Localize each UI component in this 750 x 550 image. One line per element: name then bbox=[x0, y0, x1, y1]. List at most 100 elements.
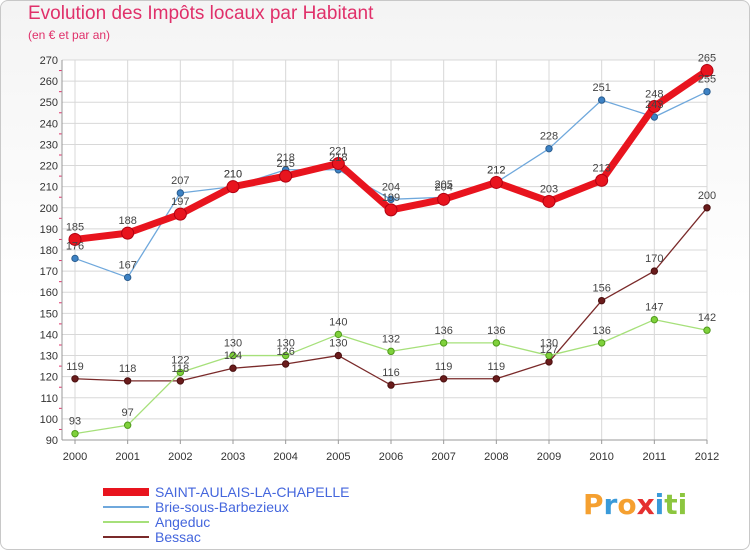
series-bessac-point bbox=[703, 204, 711, 212]
series-brie-data-label: 207 bbox=[171, 175, 189, 187]
series-angeduc-point bbox=[650, 315, 659, 324]
series-brie-data-label: 255 bbox=[698, 74, 716, 86]
series-saint-aulais-point bbox=[647, 99, 661, 113]
series-angeduc-data-label: 140 bbox=[329, 316, 347, 328]
series-angeduc-point bbox=[545, 351, 553, 360]
y-tick-label: 100 bbox=[40, 414, 58, 426]
logo-letter: i bbox=[654, 488, 665, 521]
series-angeduc-data-label: 122 bbox=[171, 354, 189, 366]
series-saint-aulais-point bbox=[279, 169, 293, 183]
series-bessac-data-label: 119 bbox=[488, 361, 506, 373]
y-tick-label: 240 bbox=[40, 118, 58, 130]
series-bessac-point bbox=[71, 375, 79, 383]
series-angeduc-data-label: 136 bbox=[434, 325, 452, 337]
series-saint-aulais-data-label: 213 bbox=[592, 162, 610, 174]
series-angeduc-point bbox=[703, 326, 711, 334]
y-tick-label: 140 bbox=[40, 329, 58, 341]
series-bessac-data-label: 118 bbox=[119, 363, 137, 375]
legend-swatch bbox=[103, 488, 149, 496]
series-bessac-point bbox=[123, 377, 132, 385]
series-bessac-point bbox=[650, 267, 659, 275]
series-brie-point bbox=[123, 273, 132, 282]
series-bessac-data-label: 124 bbox=[224, 350, 242, 362]
series-brie-data-label: 204 bbox=[382, 181, 400, 193]
series-brie-data-label: 212 bbox=[487, 164, 505, 176]
series-angeduc-point bbox=[334, 330, 343, 339]
series-brie-point bbox=[597, 96, 606, 104]
logo-letter: i bbox=[677, 488, 688, 521]
series-bessac-data-label: 126 bbox=[276, 346, 294, 358]
legend-swatch bbox=[103, 506, 149, 508]
series-saint-aulais-point bbox=[384, 203, 398, 217]
series-saint-aulais-data-label: 210 bbox=[224, 169, 242, 181]
x-tick-label: 2002 bbox=[168, 451, 192, 463]
series-bessac-data-label: 118 bbox=[172, 363, 190, 375]
series-brie-data-label: 218 bbox=[276, 152, 294, 164]
series-brie-data-label: 205 bbox=[434, 179, 452, 191]
series-saint-aulais-data-label: 215 bbox=[276, 158, 294, 170]
legend-swatch bbox=[103, 536, 149, 538]
series-saint-aulais-data-label: 203 bbox=[540, 183, 558, 195]
series-brie-point bbox=[545, 144, 553, 153]
series-bessac-point bbox=[387, 381, 395, 389]
series-bessac-point bbox=[492, 375, 501, 383]
x-tick-label: 2006 bbox=[379, 451, 403, 463]
legend-label: Angeduc bbox=[155, 514, 211, 530]
series-bessac-data-label: 127 bbox=[540, 344, 558, 356]
series-bessac-data-label: 170 bbox=[645, 253, 663, 265]
series-saint-aulais-point bbox=[595, 173, 609, 187]
x-tick-label: 2012 bbox=[695, 451, 719, 463]
series-angeduc-point bbox=[71, 429, 79, 438]
series-saint-aulais-data-label: 188 bbox=[118, 215, 136, 227]
x-tick-label: 2009 bbox=[537, 451, 561, 463]
y-tick-label: 160 bbox=[40, 287, 58, 299]
y-tick-label: 200 bbox=[40, 203, 58, 215]
series-brie-point bbox=[176, 189, 185, 197]
y-tick-label: 150 bbox=[40, 308, 58, 320]
series-bessac-point bbox=[545, 358, 553, 366]
x-tick-label: 2004 bbox=[273, 451, 297, 463]
x-tick-label: 2010 bbox=[589, 451, 613, 463]
legend-label: Bessac bbox=[155, 529, 201, 545]
series-angeduc-data-label: 136 bbox=[487, 325, 505, 337]
legend-label: Brie-sous-Barbezieux bbox=[155, 499, 289, 515]
series-angeduc-data-label: 147 bbox=[645, 302, 663, 314]
series-angeduc-point bbox=[123, 421, 132, 429]
series-angeduc-data-label: 142 bbox=[698, 312, 716, 324]
y-tick-label: 170 bbox=[40, 266, 58, 278]
series-angeduc-point bbox=[597, 339, 606, 347]
x-tick-label: 2001 bbox=[115, 451, 139, 463]
series-brie-data-label: 210 bbox=[224, 169, 242, 181]
series-saint-aulais-point bbox=[331, 156, 345, 170]
series-angeduc-point bbox=[492, 339, 501, 347]
legend-label: SAINT-AULAIS-LA-CHAPELLE bbox=[155, 484, 350, 500]
series-saint-aulais-data-label: 185 bbox=[66, 221, 84, 233]
series-brie-data-label: 243 bbox=[645, 99, 663, 111]
series-angeduc-data-label: 130 bbox=[224, 338, 242, 350]
series-bessac-point bbox=[176, 377, 185, 385]
series-brie-data-label: 176 bbox=[66, 240, 84, 252]
logo-letter: P bbox=[583, 488, 604, 521]
series-brie-data-label: 228 bbox=[540, 131, 558, 143]
y-tick-label: 110 bbox=[40, 393, 58, 405]
series-angeduc-point bbox=[176, 368, 185, 377]
series-bessac-point bbox=[439, 375, 448, 383]
y-tick-label: 250 bbox=[40, 97, 58, 109]
series-angeduc-point bbox=[387, 347, 395, 356]
series-bessac-data-label: 119 bbox=[66, 361, 84, 373]
series-saint-aulais-data-label: 197 bbox=[171, 196, 189, 208]
series-saint-aulais-point bbox=[173, 207, 187, 221]
series-angeduc-point bbox=[229, 351, 237, 360]
series-brie-data-label: 218 bbox=[329, 152, 347, 164]
series-saint-aulais-data-label: 212 bbox=[487, 164, 505, 176]
series-saint-aulais-data-label: 221 bbox=[329, 145, 347, 157]
series-angeduc-point bbox=[281, 351, 290, 360]
y-tick-label: 120 bbox=[40, 372, 58, 384]
series-bessac-data-label: 116 bbox=[382, 367, 400, 379]
x-tick-label: 2007 bbox=[431, 451, 455, 463]
proxiti-logo: Proxiti bbox=[583, 488, 687, 521]
series-angeduc-data-label: 136 bbox=[592, 325, 610, 337]
chart-title: Evolution des Impôts locaux par Habitant bbox=[28, 3, 374, 24]
x-tick-label: 2003 bbox=[221, 451, 245, 463]
y-tick-label: 260 bbox=[40, 76, 58, 88]
